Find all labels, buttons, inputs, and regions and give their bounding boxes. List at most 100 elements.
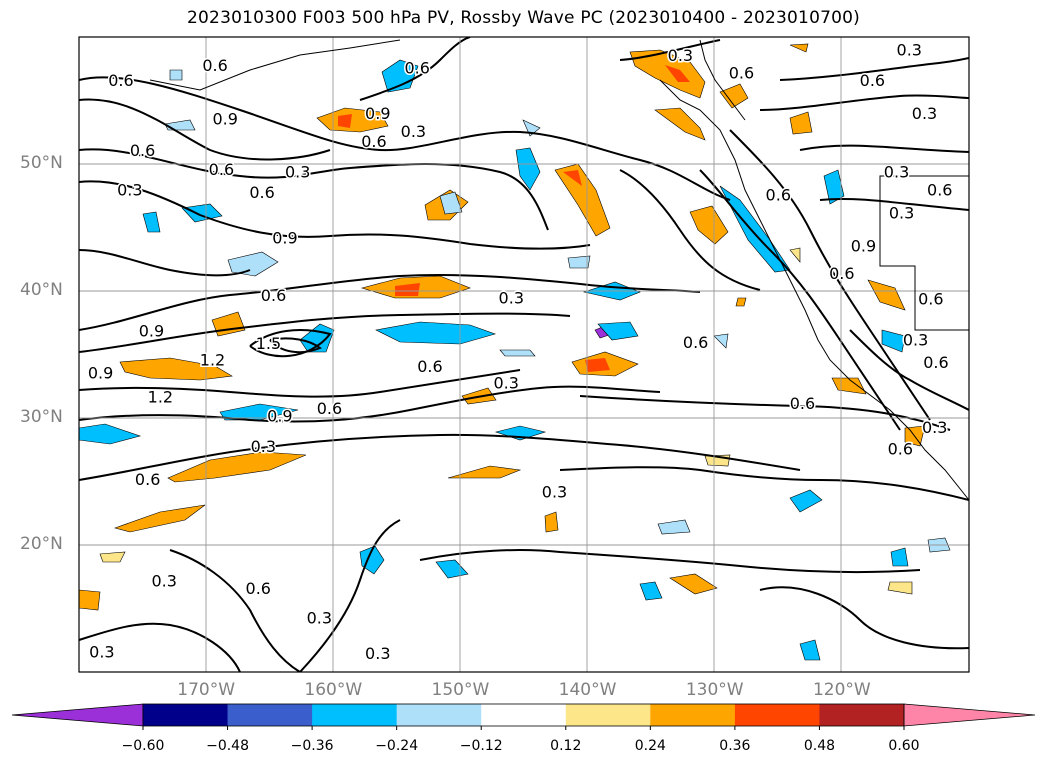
contour-label: 0.6: [209, 160, 234, 179]
positive-anomaly: [789, 111, 813, 135]
contour-label: 0.9: [88, 363, 113, 382]
colorbar-tick-label: −0.48: [206, 738, 249, 754]
positive-anomaly: [719, 83, 749, 109]
graticule: [79, 37, 969, 672]
negative-anomaly: [375, 321, 496, 345]
contour-label: 0.6: [923, 353, 948, 372]
negative-anomaly: [789, 489, 823, 513]
contour-label: 1.2: [200, 351, 225, 370]
longitude-label: 170°W: [177, 680, 236, 700]
contour-label: 0.9: [212, 109, 237, 128]
positive-anomaly: [544, 511, 559, 533]
longitude-label: 120°W: [812, 680, 871, 700]
contour-label: 0.9: [365, 104, 390, 123]
colorbar-segment: [396, 704, 482, 726]
negative-anomaly: [713, 333, 729, 349]
contour-label: 0.6: [361, 132, 386, 151]
negative-anomaly: [567, 255, 591, 269]
positive-anomaly: [585, 358, 610, 372]
contour-label: 0.6: [417, 357, 442, 376]
colorbar-segment: [565, 704, 651, 726]
negative-anomaly: [522, 119, 541, 137]
positive-anomaly: [338, 114, 352, 128]
contour-label: 0.6: [918, 290, 943, 309]
positive-anomaly: [79, 589, 101, 611]
negative-anomaly: [799, 639, 821, 661]
negative-anomaly: [79, 423, 142, 445]
colorbar-tick-label: −0.36: [290, 738, 334, 754]
negative-anomaly: [164, 119, 196, 131]
contour-label: 0.9: [267, 406, 292, 425]
colorbar-outline: [142, 703, 905, 727]
colorbar-segment: [312, 704, 398, 726]
colorbar-segment: [227, 704, 313, 726]
contour-labels: 0.6 0.9 0.6 0.3 0.6 0.6 0.3 0.9 0.9 0.6 0.3 0.6 0.3 0…: [86, 39, 954, 664]
contour-label: 0.6: [683, 333, 708, 352]
contour-label: 0.3: [251, 437, 276, 456]
positive-anomaly: [629, 49, 706, 99]
contour-label: 0.6: [135, 470, 160, 489]
negative-anomaly: [181, 203, 223, 223]
contour-label: 0.3: [889, 203, 914, 222]
colorbar-extend-high: [903, 703, 1036, 727]
positive-anomaly: [831, 377, 867, 395]
positive-anomaly: [554, 163, 611, 237]
contour-label: 0.6: [202, 56, 227, 75]
colorbar-segment: [819, 704, 905, 726]
pv-contours: [79, 37, 969, 672]
negative-anomaly: [227, 251, 279, 277]
positive-anomaly: [887, 581, 913, 595]
latitude-label: 30°N: [20, 407, 63, 427]
positive-anomaly: [669, 573, 718, 595]
longitude-label: 160°W: [304, 680, 363, 700]
negative-anomaly: [169, 69, 183, 81]
longitude-label: 130°W: [685, 680, 744, 700]
contour-label: 0.9: [272, 229, 297, 248]
contour-label: 0.3: [117, 180, 142, 199]
negative-anomaly: [657, 519, 691, 535]
positive-anomaly: [211, 311, 246, 337]
contour-label: 0.3: [884, 163, 909, 182]
colorbar-tick-label: −0.60: [121, 738, 165, 754]
negative-anomaly: [435, 559, 469, 579]
colorbar-extend-low: [11, 703, 144, 727]
negative-anomaly: [890, 547, 909, 567]
contour-label: 0.6: [888, 439, 913, 458]
contour-label: 0.6: [261, 286, 286, 305]
contour-label: 0.6: [404, 58, 429, 77]
negative-anomaly: [597, 321, 639, 341]
contour-label: 0.3: [897, 41, 922, 60]
positive-anomaly: [665, 65, 690, 82]
positive-anomaly: [167, 451, 307, 483]
map-title: 2023010300 F003 500 hPa PV, Rossby Wave …: [187, 8, 860, 28]
colorbar-segment: [481, 704, 567, 726]
positive-anomaly: [654, 107, 706, 141]
contour-label: 0.3: [307, 608, 332, 627]
colorbar-segment: [734, 704, 820, 726]
positive-anomaly: [789, 247, 801, 263]
colorbar-tick-label: 0.60: [888, 738, 920, 754]
contour-label: 0.6: [246, 579, 271, 598]
colorbar-tick-label: 0.48: [803, 738, 836, 754]
contour-label: 0.3: [493, 373, 518, 392]
colorbar-tick-label: −0.24: [375, 738, 419, 754]
contour-label: 0.6: [108, 71, 133, 90]
contour-label: 1.2: [148, 387, 173, 406]
negative-anomaly: [719, 185, 791, 273]
negative-anomaly: [142, 211, 161, 233]
negative-anomaly: [881, 329, 906, 353]
positive-anomaly: [563, 170, 582, 186]
colorbar-segment: [143, 704, 229, 726]
negative-anomaly: [499, 349, 536, 357]
contour-label: 0.6: [249, 183, 274, 202]
contour-label: 0.3: [89, 643, 114, 662]
contour-label: 0.3: [912, 104, 937, 123]
contour-label: 0.6: [729, 64, 754, 83]
positive-anomaly: [689, 205, 729, 245]
longitude-label: 150°W: [431, 680, 490, 700]
contour-label: 0.6: [860, 71, 885, 90]
colorbar-tick-label: 0.24: [634, 738, 666, 754]
contour-label: 0.3: [285, 163, 310, 182]
latitude-label: 20°N: [20, 534, 63, 554]
